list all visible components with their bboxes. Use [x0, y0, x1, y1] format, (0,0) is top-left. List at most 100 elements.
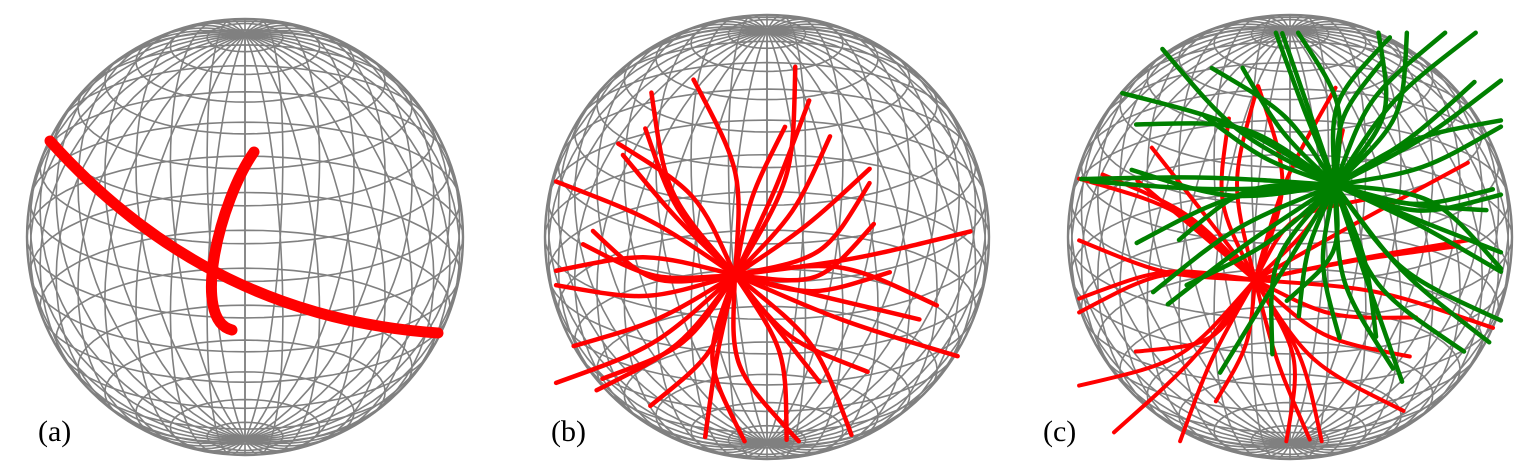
- meridian-line: [244, 21, 355, 441]
- trajectory-green: [1160, 46, 1338, 188]
- trajectory-green: [1079, 175, 1338, 188]
- meridian-line: [244, 31, 451, 441]
- trajectory-green: [1217, 182, 1338, 375]
- meridian-line: [244, 33, 451, 443]
- trajectory-red: [590, 228, 738, 284]
- meridian-line: [1289, 23, 1461, 444]
- trajectory-red: [206, 146, 260, 336]
- trajectory-green: [1202, 114, 1338, 188]
- trajectory-red: [732, 221, 877, 283]
- meridian-line: [766, 28, 977, 444]
- meridian-line: [547, 29, 768, 444]
- meridian-line: [1070, 29, 1291, 444]
- meridian-line: [244, 34, 284, 456]
- meridian-line: [766, 30, 977, 446]
- trajectory-red: [600, 272, 738, 381]
- trajectory-green: [1330, 35, 1393, 188]
- meridian-line: [766, 23, 938, 444]
- meridian-line: [1289, 28, 1500, 444]
- meridian-line: [55, 33, 246, 445]
- meridian-line: [39, 33, 246, 443]
- meridian-line: [1289, 30, 1510, 445]
- meridian-line: [39, 31, 246, 441]
- trajectory-red: [553, 179, 738, 278]
- trajectory-red: [732, 124, 788, 278]
- trajectory-red: [1253, 244, 1461, 282]
- meridian-line: [596, 23, 768, 444]
- meridian-line: [169, 34, 246, 454]
- trajectory-green: [1332, 182, 1504, 323]
- trajectory-red: [732, 64, 798, 278]
- trajectory-green: [1332, 182, 1489, 213]
- meridian-line: [244, 33, 435, 445]
- trajectory-green: [1240, 65, 1338, 188]
- meridian-line: [573, 26, 768, 444]
- meridian-line: [1080, 28, 1291, 444]
- meridian-line: [766, 18, 879, 444]
- meridian-line: [244, 20, 321, 440]
- meridian-line: [766, 30, 938, 451]
- trajectories-a: [44, 135, 444, 339]
- meridian-line: [244, 18, 284, 440]
- sphere-wireframe-a: [25, 17, 465, 457]
- meridian-line: [623, 30, 768, 454]
- trajectory-red: [553, 255, 738, 278]
- trajectory-red: [1135, 178, 1257, 282]
- trajectory-red: [553, 272, 738, 299]
- trajectory-red: [553, 272, 738, 386]
- meridian-line: [1146, 30, 1291, 454]
- trajectory-red: [732, 98, 812, 278]
- meridian-line: [29, 33, 246, 441]
- meridian-line: [547, 30, 768, 445]
- meridian-line: [727, 30, 768, 460]
- trajectory-green: [1184, 182, 1338, 288]
- meridian-line: [244, 33, 461, 441]
- trajectory-green: [1296, 182, 1338, 319]
- trajectory-red: [732, 272, 960, 359]
- meridian-line: [1096, 26, 1291, 444]
- meridian-line: [55, 29, 246, 441]
- meridian-line: [1213, 30, 1291, 458]
- trajectory-red: [616, 141, 738, 278]
- meridian-line: [557, 28, 768, 444]
- meridian-line: [244, 27, 413, 441]
- trajectory-red: [1235, 84, 1260, 282]
- meridian-line: [1070, 30, 1291, 445]
- trajectory-green: [1209, 65, 1338, 188]
- meridian-line: [135, 33, 246, 453]
- meridian-line: [29, 33, 246, 441]
- trajectory-red: [732, 134, 833, 278]
- panel-c: (c): [1043, 13, 1514, 461]
- trajectory-green: [1089, 179, 1338, 192]
- trajectory-green: [1332, 30, 1410, 188]
- trajectory-green: [1332, 118, 1504, 188]
- trajectory-green: [1269, 182, 1338, 357]
- trajectory-red: [691, 77, 741, 278]
- panel-label-a: (a): [38, 415, 71, 448]
- trajectory-red: [732, 272, 854, 438]
- trajectories-c: [1077, 30, 1504, 444]
- trajectory-red: [710, 272, 747, 444]
- trajectory-red: [732, 229, 973, 278]
- trajectory-red: [648, 272, 738, 409]
- trajectory-red: [732, 269, 893, 294]
- meridian-line: [77, 27, 246, 441]
- trajectory-green: [1332, 30, 1478, 188]
- panel-label-b: (b): [551, 415, 586, 448]
- trajectory-red: [1077, 238, 1257, 282]
- meridian-line: [206, 34, 246, 456]
- meridian-line: [1213, 16, 1291, 444]
- trajectory-red: [1133, 278, 1257, 354]
- meridian-line: [1289, 14, 1330, 444]
- trajectory-red: [44, 135, 444, 339]
- trajectory-red: [649, 90, 738, 278]
- meridian-line: [557, 30, 768, 446]
- meridian-line: [1289, 16, 1367, 444]
- trajectories-b: [553, 64, 973, 444]
- trajectory-green: [1332, 182, 1504, 274]
- sphere-wireframe-b: [543, 13, 991, 461]
- panel-a: (a): [25, 17, 465, 457]
- meridian-line: [766, 16, 844, 444]
- meridian-line: [766, 30, 987, 445]
- trajectory-green: [1284, 182, 1340, 304]
